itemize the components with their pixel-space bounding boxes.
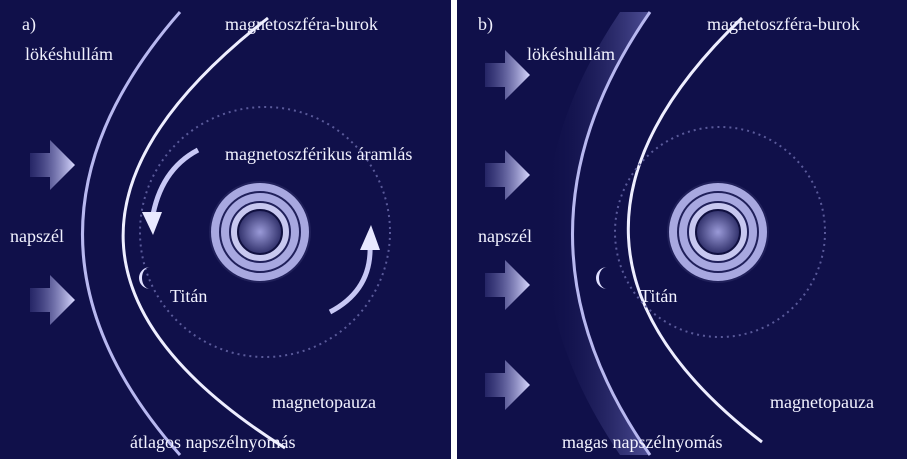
- caption: magas napszélnyomás: [562, 432, 722, 452]
- titan: [596, 267, 607, 289]
- wind-arrow: [30, 140, 75, 190]
- label-shock: lökéshullám: [25, 44, 113, 64]
- label-pause: magnetopauza: [272, 392, 376, 412]
- label-sheath: magnetoszféra-burok: [225, 14, 378, 34]
- magnetopause: [626, 16, 763, 444]
- titan: [139, 267, 150, 289]
- label-wind: napszél: [10, 226, 64, 246]
- flow-arrowhead: [142, 212, 162, 235]
- orbit: [614, 126, 826, 338]
- wind-arrow: [485, 260, 530, 310]
- wind-arrow: [485, 360, 530, 410]
- label-pause: magnetopauza: [770, 392, 874, 412]
- flow-arrow: [328, 244, 373, 315]
- bow-shock: [571, 11, 652, 456]
- label-shock: lökéshullám: [527, 44, 615, 64]
- wind-arrow: [485, 150, 530, 200]
- label-sheath: magnetoszféra-burok: [707, 14, 860, 34]
- magnetopause: [121, 16, 286, 450]
- saturn: [209, 181, 311, 283]
- panel-a: a) lökéshullám magnetoszféra-burok magne…: [0, 0, 451, 459]
- shock-glow: [545, 12, 650, 455]
- panel-b: b) lökéshullám magnetoszféra-burok napsz…: [457, 0, 907, 459]
- bow-shock: [81, 11, 182, 456]
- orbit: [139, 106, 391, 358]
- label-flow: magnetoszférikus áramlás: [225, 144, 412, 164]
- label-wind: napszél: [478, 226, 532, 246]
- wind-arrow: [30, 275, 75, 325]
- panel-label: b): [478, 14, 493, 35]
- label-titan: Titán: [640, 286, 677, 306]
- panel-label: a): [22, 14, 36, 35]
- caption: átlagos napszélnyomás: [130, 432, 295, 452]
- wind-arrow: [485, 50, 530, 100]
- saturn: [667, 181, 769, 283]
- label-titan: Titán: [170, 286, 207, 306]
- flow-arrowhead: [360, 225, 380, 250]
- flow-arrow: [149, 147, 200, 221]
